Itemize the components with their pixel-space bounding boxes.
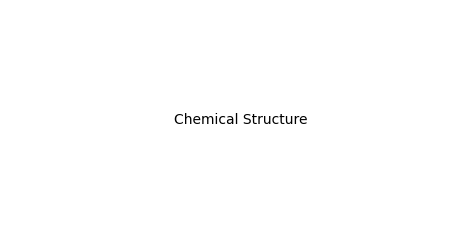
Text: Chemical Structure: Chemical Structure — [174, 113, 308, 127]
